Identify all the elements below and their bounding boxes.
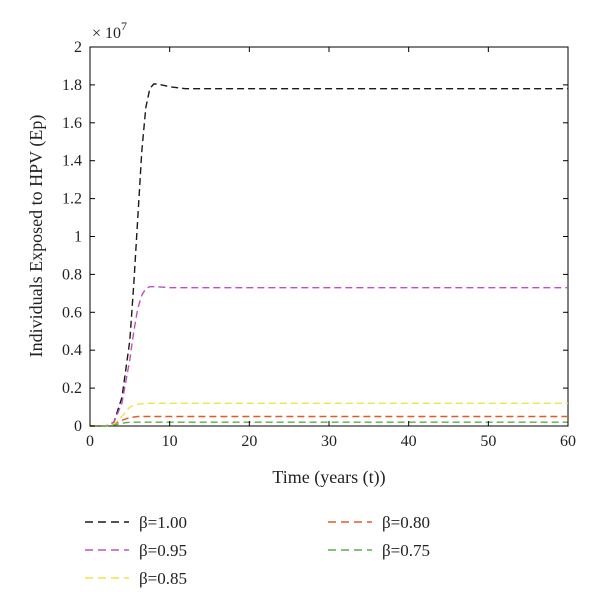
series-line-3 — [90, 402, 568, 427]
series-line-1 — [90, 286, 568, 427]
y-axis-multiplier: × 107 — [92, 19, 127, 42]
plot-frame — [89, 46, 569, 427]
x-tick-label: 30 — [321, 433, 337, 450]
x-tick-label: 10 — [162, 433, 178, 450]
x-axis: 0 10 20 30 40 50 60 — [86, 47, 576, 450]
y-tick-label: 1 — [74, 229, 82, 246]
legend-label: β=0.80 — [382, 513, 430, 532]
plot-area — [89, 46, 569, 427]
y-tick-label: 0.2 — [62, 380, 82, 397]
y-tick-label: 0 — [74, 418, 82, 435]
x-axis-label: Time (years (t)) — [272, 467, 385, 488]
legend: β=1.00 β=0.80 β=0.95 β=0.75 β=0.85 — [85, 513, 430, 588]
y-tick-label: 1.8 — [62, 77, 82, 94]
x-tick-label: 50 — [480, 433, 496, 450]
legend-label: β=0.75 — [382, 541, 430, 560]
x-tick-label: 40 — [401, 433, 417, 450]
y-axis: 0 0.2 0.4 0.6 0.8 1 1.2 1.4 1.6 1.8 2 — [62, 39, 568, 435]
legend-label: β=1.00 — [139, 513, 187, 532]
y-tick-label: 0.4 — [62, 342, 82, 359]
series-line-0 — [90, 83, 568, 427]
x-tick-label: 20 — [241, 433, 257, 450]
x-tick-label: 0 — [86, 433, 94, 450]
y-tick-label: 0.6 — [62, 304, 82, 321]
y-tick-label: 1.6 — [62, 115, 82, 132]
y-axis-multiplier-exponent: 7 — [121, 19, 127, 33]
x-tick-label: 60 — [560, 433, 576, 450]
legend-label: β=0.85 — [139, 569, 187, 588]
y-tick-label: 1.4 — [62, 153, 82, 170]
series-group — [90, 83, 568, 427]
y-tick-label: 2 — [74, 39, 82, 56]
y-tick-label: 0.8 — [62, 266, 82, 283]
legend-label: β=0.95 — [139, 541, 187, 560]
y-tick-label: 1.2 — [62, 191, 82, 208]
y-axis-label: Individuals Exposed to HPV (Ep) — [26, 115, 47, 358]
y-axis-multiplier-base: × 10 — [92, 25, 121, 42]
